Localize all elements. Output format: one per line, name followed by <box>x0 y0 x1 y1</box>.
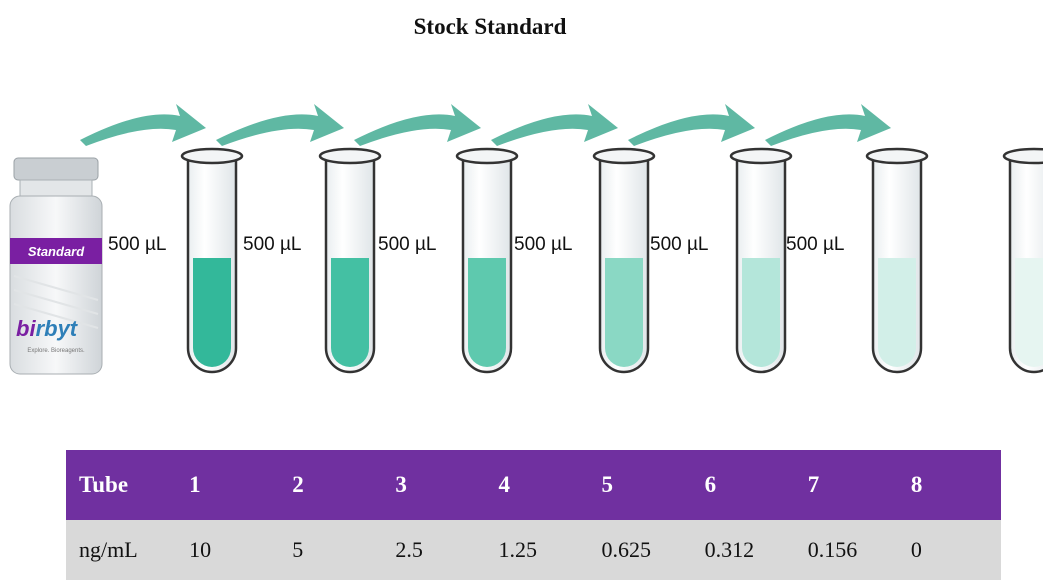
tube-liquid-6 <box>878 258 916 367</box>
table-concentration-cell: 0.625 <box>588 520 692 580</box>
transfer-arrow-3 <box>354 104 481 146</box>
table-value-row: ng/mL 10 5 2.5 1.25 0.625 0.312 0.156 0 <box>66 520 1001 580</box>
test-tube-2 <box>318 147 382 374</box>
table-header-tube-2: 2 <box>279 450 383 520</box>
table-header-tube-8: 8 <box>897 450 1001 520</box>
table-concentration-cell: 5 <box>279 520 383 580</box>
transfer-arrow-1 <box>80 104 206 146</box>
tube-liquid-4 <box>605 258 643 367</box>
table-header-tube-1: 1 <box>176 450 280 520</box>
transfer-volume-label: 500 µL <box>650 234 709 255</box>
table-header-tube-3: 3 <box>382 450 486 520</box>
table-header-tube-5: 5 <box>588 450 692 520</box>
test-tubes <box>180 147 1043 374</box>
transfer-volume-label: 500 µL <box>514 234 573 255</box>
transfer-arrow-5 <box>628 104 755 146</box>
vial-brand-logo: birbyt <box>16 316 79 341</box>
vial-label-text: Standard <box>28 244 85 259</box>
table-unit-label: ng/mL <box>66 520 177 580</box>
test-tube-7 <box>1002 147 1043 374</box>
table-header-label: Tube <box>66 450 177 520</box>
dilution-artwork: Standard birbyt Explore. Bioreagents. <box>9 104 1043 375</box>
table-concentration-cell: 0.156 <box>794 520 898 580</box>
table-header-tube-4: 4 <box>485 450 589 520</box>
transfer-arrow-4 <box>491 104 618 146</box>
table-concentration-cell: 2.5 <box>382 520 486 580</box>
transfer-arrow-6 <box>765 104 891 146</box>
dilution-table: Tube 1 2 3 4 5 6 7 8 ng/mL 10 5 2.5 1.25 0.625 0.312 0.… <box>66 450 1001 580</box>
stock-vial: Standard birbyt Explore. Bioreagents. <box>9 157 103 375</box>
transfer-arrow-2 <box>216 104 344 146</box>
table-concentration-cell: 0 <box>897 520 1001 580</box>
table-header-tube-7: 7 <box>794 450 898 520</box>
table-concentration-cell: 0.312 <box>691 520 795 580</box>
test-tube-4 <box>592 147 656 374</box>
test-tube-6 <box>865 147 929 374</box>
test-tube-1 <box>180 147 244 374</box>
transfer-volume-label: 500 µL <box>108 234 167 255</box>
transfer-volume-label: 500 µL <box>786 234 845 255</box>
table-header-tube-6: 6 <box>691 450 795 520</box>
tube-liquid-3 <box>468 258 506 367</box>
diagram-title: Stock Standard <box>413 14 567 39</box>
tube-liquid-5 <box>742 258 780 367</box>
transfer-volume-label: 500 µL <box>378 234 437 255</box>
vial-label-band <box>10 238 102 264</box>
table-header-row: Tube 1 2 3 4 5 6 7 8 <box>66 450 1001 520</box>
test-tube-3 <box>455 147 519 374</box>
tube-liquid-1 <box>193 258 231 367</box>
test-tube-5 <box>729 147 793 374</box>
transfer-arrows <box>80 104 891 146</box>
tube-liquid-2 <box>331 258 369 367</box>
table-concentration-cell: 10 <box>176 520 280 580</box>
tube-liquid-7 <box>1015 258 1043 367</box>
table-concentration-cell: 1.25 <box>485 520 589 580</box>
vial-tagline: Explore. Bioreagents. <box>27 348 85 354</box>
transfer-volume-label: 500 µL <box>243 234 302 255</box>
